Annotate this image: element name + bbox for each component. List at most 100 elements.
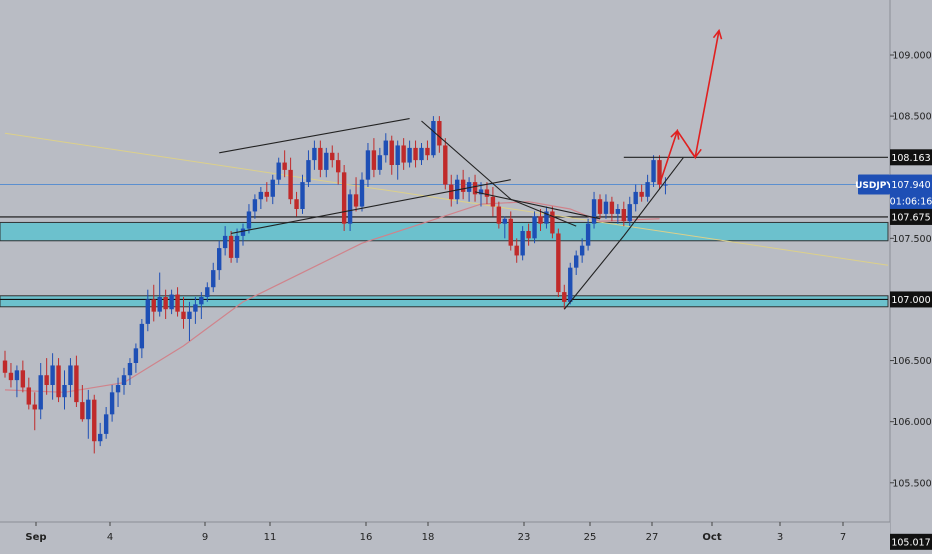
candle-body: [127, 363, 133, 376]
candle-body: [74, 365, 79, 403]
candle-body: [270, 179, 275, 197]
price-axis: 109.000 108.500 107.500 106.500 106.000 105.5…: [855, 0, 932, 550]
candle-body: [645, 182, 650, 197]
candle-body: [133, 348, 139, 363]
time-tick-label: 16: [360, 532, 373, 543]
candle-body: [633, 191, 638, 205]
candle-body: [44, 375, 49, 385]
candle-body: [276, 162, 281, 180]
candle-body: [139, 323, 145, 349]
candle-body: [252, 199, 258, 212]
candle-body: [20, 370, 26, 388]
time-tick-label: 18: [422, 532, 435, 543]
trendline-4: [474, 191, 601, 220]
candle-body: [609, 201, 615, 214]
candle-body: [490, 196, 496, 207]
candle-body: [240, 228, 246, 236]
candle-body: [80, 402, 85, 420]
candle-body: [401, 145, 406, 163]
candle-body: [26, 387, 31, 405]
candle-body: [341, 172, 347, 224]
candle-body: [556, 233, 561, 293]
price-tick-label: 106.000: [892, 417, 931, 428]
price-tick-label: 108.500: [892, 112, 931, 123]
price-level-tag: 105.017: [890, 533, 932, 550]
candle-body: [234, 235, 240, 258]
countdown-label: 01:06:16: [890, 197, 932, 208]
projection-path: [658, 30, 720, 185]
candle-body: [472, 182, 478, 195]
trendline-1: [230, 179, 511, 234]
instrument-label: USDJPY: [855, 181, 893, 191]
candle-body: [562, 292, 567, 302]
candle-body: [258, 191, 264, 200]
price-level-tag: 108.163: [890, 149, 932, 166]
time-tick-label: Sep: [25, 532, 46, 543]
candle-body: [217, 248, 222, 271]
candle-body: [377, 155, 383, 170]
price-tick-label: 107.500: [892, 234, 931, 245]
candle-body: [603, 201, 609, 214]
time-tick-label: 4: [107, 532, 113, 543]
price-level-box: [890, 291, 932, 308]
candle-body: [639, 191, 644, 197]
time-tick-label: 11: [264, 532, 277, 543]
candle-body: [651, 160, 656, 183]
time-tick-label: 7: [840, 532, 846, 543]
candle-body: [496, 206, 502, 224]
candle-body: [163, 297, 168, 310]
price-level-tag: 107.000: [890, 291, 932, 308]
overlay-layer: [219, 28, 888, 310]
candle-body: [205, 287, 210, 297]
candle-body: [347, 194, 353, 224]
candle-body: [8, 372, 14, 381]
candle-body: [621, 209, 626, 222]
candle-body: [14, 370, 20, 381]
candle-body: [228, 235, 234, 258]
trendline-3: [510, 198, 577, 227]
candle-body: [514, 245, 519, 256]
candle-body: [585, 223, 591, 246]
candle-body: [56, 365, 61, 398]
candle-body: [211, 270, 216, 288]
candle-body: [121, 375, 127, 385]
candle-body: [591, 199, 597, 224]
candle-body: [2, 360, 8, 373]
candle-body: [508, 218, 513, 246]
trendline-0: [219, 118, 410, 154]
current-price-label: 107.940: [891, 180, 930, 191]
candle-body: [306, 160, 311, 183]
time-tick-label: 27: [646, 532, 659, 543]
candle-body: [657, 160, 662, 185]
price-level-label: 108.163: [891, 153, 930, 164]
price-tag-box: [890, 174, 932, 212]
candle-body: [413, 147, 418, 161]
candle-body: [312, 147, 317, 161]
candle-body: [157, 297, 162, 312]
candle-body: [544, 211, 549, 224]
candle-body: [50, 365, 55, 385]
time-axis: Sep 4 9 11 16 18 23 25 27 Oct 3 7: [0, 521, 890, 550]
candle-body: [568, 267, 573, 302]
trendline-5: [563, 235, 625, 310]
candle-body: [222, 235, 228, 249]
candle-body: [175, 294, 180, 312]
candle-body: [550, 211, 555, 234]
projection-arrowhead-1: [712, 28, 723, 40]
time-tick-label: Oct: [702, 532, 721, 543]
candle-body: [151, 299, 156, 312]
price-level-box: [890, 208, 932, 225]
candle-body: [115, 385, 121, 393]
trendline-2: [421, 120, 512, 200]
candle-body: [425, 147, 430, 156]
candle-body: [62, 385, 67, 398]
candle-body: [466, 182, 472, 192]
candle-body: [288, 169, 293, 200]
candle-body: [484, 189, 490, 197]
candle-body: [353, 194, 359, 207]
candle-body: [199, 297, 204, 305]
projection-dip-head: [688, 148, 702, 159]
candle-body: [395, 145, 400, 165]
